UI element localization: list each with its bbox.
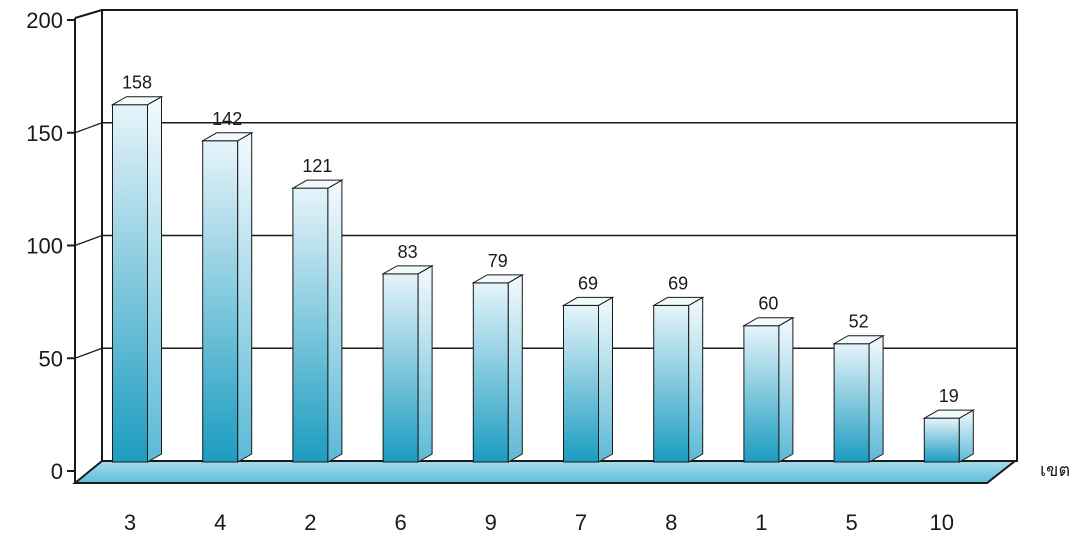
y-tick-label: 50 [39,346,63,371]
bar-side [598,296,613,463]
bar-front [653,304,690,463]
bar-value-label: 158 [122,73,152,93]
bar-value-label: 142 [212,109,242,129]
y-tick-label: 200 [26,8,63,33]
x-tick-label: 6 [394,510,406,535]
bar-front [743,325,780,463]
bar-front [923,417,960,463]
gridline-side [74,234,103,247]
bar-value-label: 69 [668,273,688,293]
bar-front [382,273,419,463]
left-wall-top-edge [74,9,103,19]
bar-side [327,179,343,463]
bar-side [147,95,162,463]
gridline-side [74,347,103,359]
x-tick-label: 7 [575,510,587,535]
bar: 142 [200,109,254,463]
gridlines [74,122,1017,359]
bar-front [472,282,509,463]
x-axis-title: เขต [1040,460,1070,481]
x-tick-label: 1 [755,510,767,535]
bar-top [471,274,525,284]
chart-floor [72,460,1018,484]
bar-value-label: 83 [398,242,418,262]
bar-front [292,187,329,463]
bar-side [778,316,794,463]
bar-side [688,296,704,463]
y-tick-label: 0 [51,459,63,484]
bar-side [417,264,433,463]
y-axis: 0 50 100 150 200 [26,8,75,484]
bar: 60 [742,294,795,463]
bar: 52 [832,312,885,463]
bar-value-label: 121 [302,156,332,176]
x-tick-label: 4 [214,510,226,535]
bar-value-label: 79 [488,251,508,271]
bar-front [112,104,148,463]
floor-plane [72,460,1018,484]
bar-value-label: 52 [849,312,869,332]
y-tick-label: 150 [26,121,63,146]
bar-side [958,409,974,463]
bar: 19 [922,386,976,463]
bar: 121 [291,156,344,463]
bar: 69 [651,273,705,463]
x-axis-labels: 3 4 2 6 9 7 8 1 5 10 [124,510,954,535]
bar: 79 [471,251,525,463]
bar-side [237,131,253,463]
bars: 158 142 121 83 79 69 69 60 52 19 [110,73,976,463]
bar-top [651,296,705,306]
bar-value-label: 60 [758,294,778,314]
bar-top [922,409,976,419]
bar: 83 [381,242,434,463]
bar-top [742,317,795,327]
bar-front [563,304,599,463]
x-tick-label: 2 [304,510,316,535]
bar-value-label: 69 [578,273,598,293]
bar-value-label: 19 [939,386,959,406]
x-tick-label: 10 [930,510,954,535]
bar-top [110,96,164,106]
bar: 69 [561,273,615,463]
bar-top [200,132,254,142]
x-tick-label: 9 [485,510,497,535]
bar-side [868,334,884,463]
bar-front [833,343,870,463]
bar-top [561,296,615,306]
bar-front [202,140,239,463]
bar-top [291,179,344,189]
x-tick-label: 3 [124,510,136,535]
bar: 158 [110,73,164,463]
bar-side [507,273,523,463]
bar-top [832,335,885,345]
y-tick-label: 100 [26,234,63,259]
x-tick-label: 8 [665,510,677,535]
bar-top [381,265,434,275]
x-tick-label: 5 [845,510,857,535]
gridline-side [74,122,103,134]
